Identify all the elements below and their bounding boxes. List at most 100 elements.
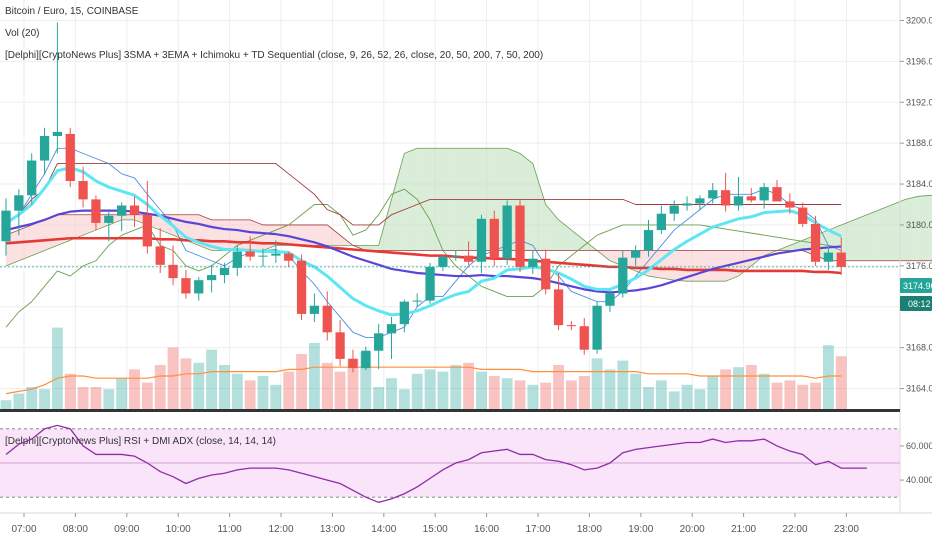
candle-body[interactable] (284, 253, 294, 261)
candle-body[interactable] (27, 160, 37, 196)
candle-body[interactable] (232, 251, 242, 268)
candle-body[interactable] (823, 252, 834, 262)
candle-body[interactable] (1, 210, 11, 242)
candle-body[interactable] (631, 250, 641, 258)
candle-body[interactable] (104, 215, 114, 223)
candle-body[interactable] (579, 326, 589, 350)
candle-body[interactable] (592, 305, 602, 350)
cloud-segment (365, 245, 379, 251)
volume-legend: Vol (20) (5, 28, 39, 39)
candle-body[interactable] (669, 205, 679, 214)
cloud-segment (879, 204, 893, 261)
price-tick-label: 3188.00 (906, 138, 932, 148)
candle-body[interactable] (451, 255, 461, 257)
price-tick-label: 3196.00 (906, 56, 932, 66)
candle-body[interactable] (463, 255, 474, 262)
candle-body[interactable] (309, 305, 320, 314)
volume-bar (39, 389, 50, 409)
candle-body[interactable] (643, 230, 654, 251)
candle-body[interactable] (194, 280, 204, 294)
candle-body[interactable] (798, 207, 808, 224)
cloud-segment (841, 219, 855, 261)
candle-body[interactable] (386, 324, 397, 334)
candle-body[interactable] (181, 278, 191, 294)
candle-body[interactable] (682, 203, 692, 206)
time-tick-label: 19:00 (628, 524, 653, 535)
candle-body[interactable] (528, 258, 538, 267)
candle-body[interactable] (399, 301, 409, 325)
time-tick-label: 13:00 (320, 524, 345, 535)
price-tick-label: 3176.00 (906, 261, 932, 271)
candle-body[interactable] (91, 199, 101, 223)
price-tick-label: 3192.00 (906, 97, 932, 107)
candle-body[interactable] (836, 252, 846, 267)
candle-body[interactable] (489, 218, 499, 259)
time-tick-label: 11:00 (217, 524, 242, 535)
volume-bar (604, 369, 616, 409)
candle-body[interactable] (438, 256, 448, 267)
volume-bar (784, 380, 796, 409)
candle-body[interactable] (168, 264, 178, 279)
time-tick-label: 07:00 (11, 524, 36, 535)
candle-body[interactable] (155, 246, 165, 265)
candle-body[interactable] (39, 135, 50, 161)
candle-body[interactable] (142, 214, 152, 247)
candle-body[interactable] (258, 255, 268, 257)
candle-body[interactable] (14, 195, 24, 211)
candlesticks[interactable] (1, 22, 846, 373)
candle-body[interactable] (348, 358, 358, 369)
volume-bar (643, 387, 654, 409)
candle-body[interactable] (361, 350, 371, 369)
candle-body[interactable] (78, 180, 88, 200)
candle-body[interactable] (759, 187, 769, 201)
candle-body[interactable] (65, 133, 75, 181)
candle-body[interactable] (515, 205, 525, 267)
candle-body[interactable] (296, 260, 307, 314)
candle-body[interactable] (720, 190, 731, 206)
candle-body[interactable] (412, 300, 422, 302)
candle-body[interactable] (746, 196, 756, 201)
candle-body[interactable] (502, 205, 512, 259)
cloud-segment (866, 209, 880, 261)
cloud-segment (918, 195, 932, 261)
price-tick-label: 3184.00 (906, 179, 932, 189)
candle-body[interactable] (129, 205, 140, 215)
volume-bar (26, 387, 38, 409)
candle-body[interactable] (541, 258, 551, 290)
candle-body[interactable] (733, 196, 744, 206)
candle-body[interactable] (425, 266, 435, 301)
kijun-sen-line (5, 163, 842, 226)
candle-body[interactable] (785, 201, 795, 208)
time-tick-label: 08:00 (63, 524, 88, 535)
candle-body[interactable] (335, 332, 345, 359)
pane-separator[interactable] (0, 409, 900, 412)
candle-body[interactable] (206, 275, 217, 281)
candle-body[interactable] (374, 333, 384, 351)
candle-body[interactable] (52, 131, 63, 136)
candle-body[interactable] (117, 205, 127, 216)
candle-body[interactable] (476, 218, 487, 262)
volume-bar (527, 384, 539, 409)
candle-body[interactable] (271, 253, 281, 256)
candle-body[interactable] (553, 289, 564, 326)
last-price-tag-bg (900, 278, 932, 293)
time-axis[interactable]: 07:00 08:00 09:00 10:00 11:00 12:00 13:00 14:00… (11, 513, 859, 535)
candle-body[interactable] (245, 251, 255, 257)
candle-body[interactable] (708, 190, 718, 199)
candle-body[interactable] (656, 213, 666, 231)
volume-bar (617, 360, 629, 409)
candle-body[interactable] (219, 267, 230, 276)
chart-title: Bitcoin / Euro, 15, COINBASE (5, 6, 139, 17)
candle-body[interactable] (566, 325, 577, 327)
price-tick-label: 3200.00 (906, 15, 932, 25)
candle-body[interactable] (772, 187, 782, 202)
candle-body[interactable] (322, 305, 332, 333)
candle-body[interactable] (605, 293, 615, 306)
candle-body[interactable] (695, 198, 705, 204)
candle-body[interactable] (810, 223, 821, 262)
candle-body[interactable] (618, 257, 628, 294)
bar-timer-value: 08:12 (908, 299, 931, 309)
last-price-value: 3174.96 (903, 281, 932, 291)
